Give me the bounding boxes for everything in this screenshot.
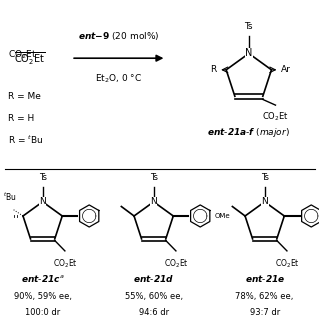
Text: R = Me: R = Me (8, 92, 41, 100)
Text: Ts: Ts (244, 22, 253, 31)
Text: N: N (150, 197, 157, 206)
Text: 93:7 dr: 93:7 dr (250, 308, 280, 316)
Text: $\bfit{ent}$-$\bfit{21d}$: $\bfit{ent}$-$\bfit{21d}$ (133, 273, 174, 284)
Text: Ts: Ts (150, 173, 158, 182)
Text: 55%, 60% ee,: 55%, 60% ee, (124, 292, 183, 301)
Text: 78%, 62% ee,: 78%, 62% ee, (236, 292, 294, 301)
Text: $\rm \overline{CO_2Et}$: $\rm \overline{CO_2Et}$ (14, 50, 45, 67)
Text: $\bfit{ent}$-$\bfit{21a}$-$\bfit{f}$ $\mathit{(major)}$: $\bfit{ent}$-$\bfit{21a}$-$\bfit{f}$ $\m… (207, 126, 290, 139)
Text: $^t$Bu: $^t$Bu (4, 191, 17, 203)
Text: CO$_2$Et: CO$_2$Et (52, 258, 77, 270)
Text: $\bfit{ent}$-$\bfit{21c}$$^{\mathit{a}}$: $\bfit{ent}$-$\bfit{21c}$$^{\mathit{a}}$ (21, 273, 64, 284)
Text: Ts: Ts (261, 173, 269, 182)
Text: N: N (245, 48, 252, 59)
Text: $\bfit{ent}$-$\bfit{21e}$: $\bfit{ent}$-$\bfit{21e}$ (244, 273, 285, 284)
Text: R = $^t$Bu: R = $^t$Bu (8, 134, 43, 147)
Text: 100:0 dr: 100:0 dr (25, 308, 60, 316)
Text: 94:6 dr: 94:6 dr (139, 308, 169, 316)
Text: N: N (39, 197, 46, 206)
Text: N: N (261, 197, 268, 206)
Text: OMe: OMe (214, 213, 230, 219)
Text: $\bfit{ent}$$\bf{-9}$ (20 mol%): $\bfit{ent}$$\bf{-9}$ (20 mol%) (78, 30, 159, 43)
Text: CO$_2$Et: CO$_2$Et (262, 110, 289, 123)
Text: R: R (211, 65, 217, 74)
Text: Ar: Ar (281, 65, 291, 74)
Text: CO$_2$Et: CO$_2$Et (164, 258, 188, 270)
Text: Ts: Ts (39, 173, 47, 182)
Text: 90%, 59% ee,: 90%, 59% ee, (14, 292, 72, 301)
Text: Et$_2$O, 0 °C: Et$_2$O, 0 °C (95, 72, 142, 85)
Text: R = H: R = H (8, 114, 34, 123)
Text: $\rm CO_2Et$: $\rm CO_2Et$ (8, 49, 36, 61)
Text: CO$_2$Et: CO$_2$Et (275, 258, 299, 270)
